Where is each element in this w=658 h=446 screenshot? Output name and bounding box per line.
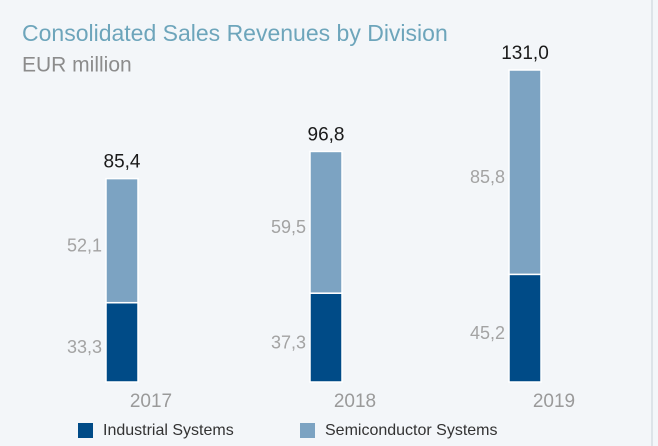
- bar-segment: [105, 301, 139, 383]
- segment-label: 85,8: [470, 167, 505, 187]
- x-tick-label: 2017: [130, 391, 172, 412]
- chart-subtitle: EUR million: [22, 54, 132, 77]
- legend-swatch: [300, 423, 315, 438]
- bar-segment: [309, 150, 343, 294]
- legend-label: Semiconductor Systems: [325, 422, 498, 439]
- segment-label: 45,2: [470, 323, 505, 343]
- chart-title: Consolidated Sales Revenues by Division: [22, 20, 448, 46]
- total-label: 85,4: [104, 152, 141, 173]
- x-tick-label: 2019: [533, 391, 575, 412]
- bar-segment: [508, 273, 542, 383]
- total-label: 131,0: [501, 43, 549, 64]
- legend-label: Industrial Systems: [103, 422, 234, 439]
- segment-label: 33,3: [67, 337, 102, 357]
- x-tick-label: 2018: [334, 391, 376, 412]
- total-label: 96,8: [308, 124, 345, 145]
- bar-segment: [105, 177, 139, 304]
- bar-segment: [309, 292, 343, 383]
- segment-label: 59,5: [271, 217, 306, 237]
- segment-label: 52,1: [67, 235, 102, 255]
- bar-segment: [508, 69, 542, 276]
- legend-swatch: [78, 423, 93, 438]
- segment-label: 37,3: [271, 332, 306, 352]
